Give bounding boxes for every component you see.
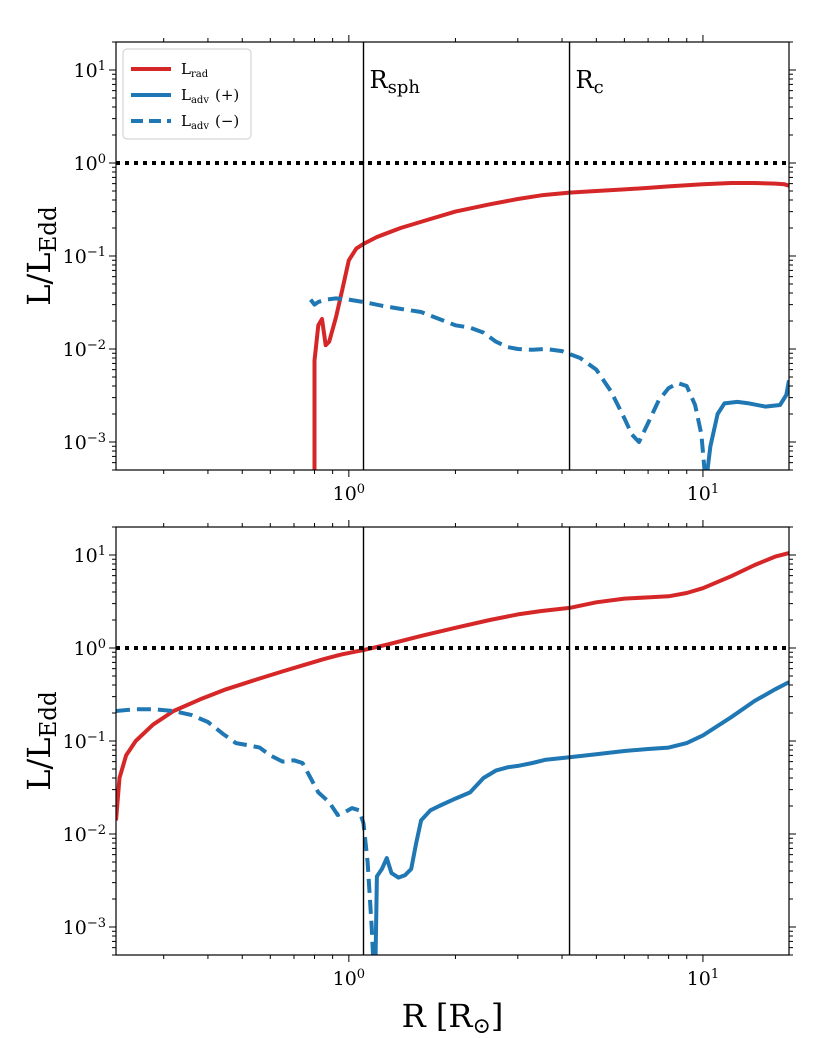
top-panel: Rsph Rc 100 101 10−3 10−2 10−1 100 101 Lrad Lad…: [20, 35, 796, 505]
y-tick-label: 10−2: [63, 823, 106, 847]
series-line-adv-plus: [373, 680, 789, 955]
y-tick-label: 10−2: [63, 338, 106, 362]
y-tick-label: 10−3: [63, 431, 106, 455]
series-line-rad: [312, 181, 789, 470]
bottom-y-axis-label: L/LEdd: [20, 691, 62, 791]
x-tick-label: 101: [687, 967, 719, 991]
x-tick-label: 100: [333, 482, 365, 506]
radius-marker-label: Rc: [576, 66, 604, 98]
series-line-adv-plus: [705, 380, 789, 470]
y-tick-label: 101: [74, 58, 106, 82]
legend-entry-label: Ladv (−): [181, 112, 239, 132]
y-tick-label: 101: [74, 543, 106, 567]
legend-entry-label: Lrad: [181, 60, 209, 80]
radius-marker-label: Rsph: [370, 66, 421, 98]
y-tick-label: 10−1: [63, 245, 106, 269]
series-line-rad: [116, 551, 789, 821]
y-tick-label: 10−3: [63, 916, 106, 940]
x-tick-label: 100: [333, 967, 365, 991]
series-line-adv-minus: [116, 707, 375, 955]
y-tick-label: 100: [74, 151, 106, 175]
x-tick-label: 101: [687, 482, 719, 506]
legend-entry-label: Ladv (+): [181, 86, 239, 106]
bottom-panel: 100 101 10−3 10−2 10−1 100 101 L/LEdd R [R⊙]: [20, 520, 796, 1038]
y-tick-label: 10−1: [63, 730, 106, 754]
y-tick-label: 100: [74, 636, 106, 660]
legend-box: [122, 48, 252, 140]
top-y-axis-label: L/LEdd: [20, 206, 62, 306]
x-axis-label: R [R⊙]: [402, 997, 504, 1038]
series-line-adv-minus: [309, 296, 707, 470]
